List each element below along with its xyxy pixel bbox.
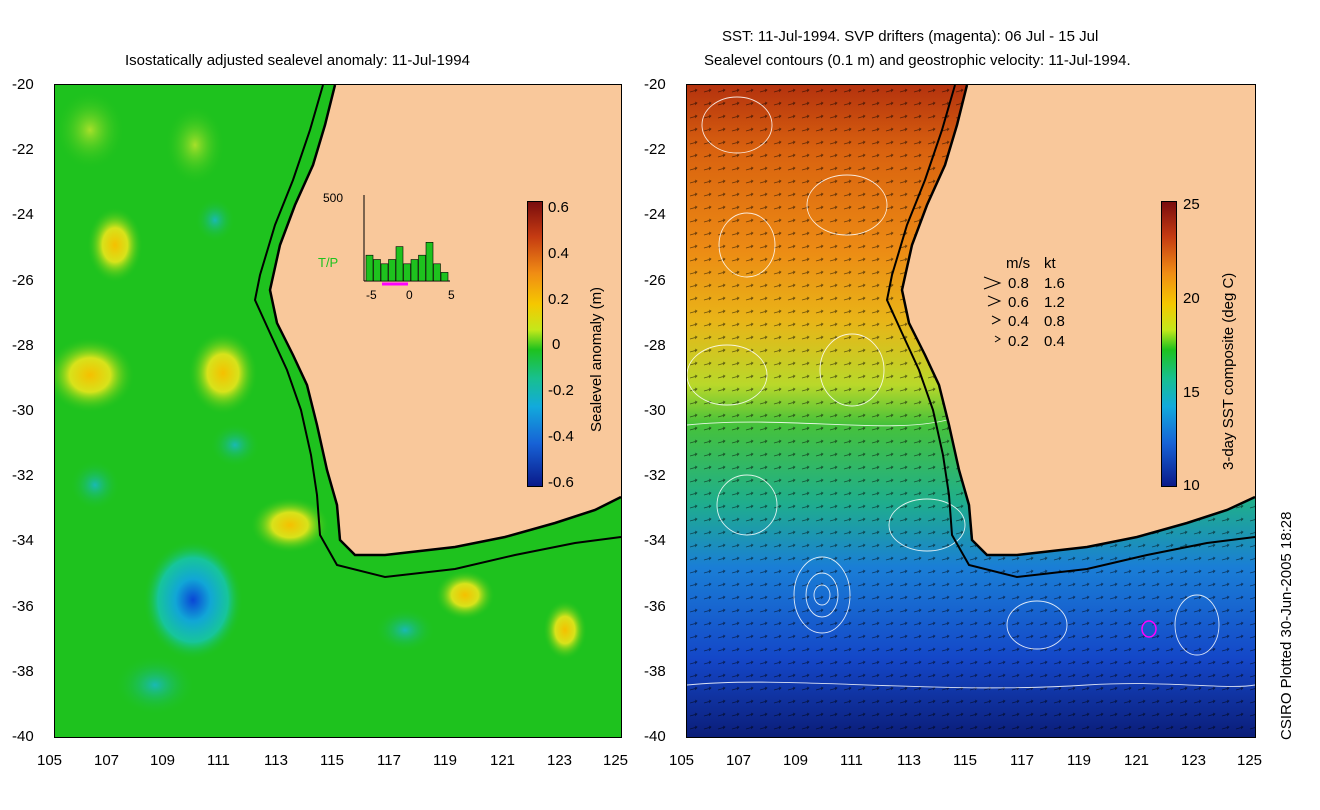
left-xtick: 119	[433, 752, 457, 769]
right-colorbar-tick: 25	[1183, 196, 1200, 213]
left-colorbar-tick: 0.4	[548, 245, 569, 262]
right-map-title-line1: SST: 11-Jul-1994. SVP drifters (magenta)…	[722, 28, 1099, 45]
right-xtick: 111	[840, 752, 863, 769]
left-colorbar-tick: 0.2	[548, 291, 569, 308]
inset-ymax-label: 500	[323, 191, 344, 205]
left-xtick: 117	[377, 752, 401, 769]
right-ytick: -34	[644, 532, 666, 549]
right-colorbar-label: 3-day SST composite (deg C)	[1220, 272, 1237, 470]
left-ytick: -30	[12, 402, 34, 419]
inset-xtick: 5	[448, 288, 455, 302]
right-colorbar-tick: 15	[1183, 384, 1200, 401]
left-ytick: -34	[12, 532, 34, 549]
sst-field	[687, 85, 1255, 737]
left-ytick: -38	[12, 663, 34, 680]
right-xtick: 117	[1010, 752, 1034, 769]
legend-ms: 0.4	[1008, 313, 1029, 330]
left-ytick: -36	[12, 598, 34, 615]
right-ytick: -30	[644, 402, 666, 419]
inset-histogram-bar	[403, 263, 411, 282]
right-ytick: -24	[644, 206, 666, 223]
left-ytick: -26	[12, 272, 34, 289]
inset-histogram-bar	[433, 263, 441, 282]
right-colorbar-tick: 10	[1183, 477, 1200, 494]
inset-histogram-bar	[373, 259, 381, 282]
left-colorbar-tick: 0	[552, 336, 561, 353]
inset-histogram	[363, 195, 450, 286]
left-colorbar-tick: -0.6	[548, 474, 574, 491]
right-colorbar	[1161, 201, 1177, 487]
inset-histogram-bar	[395, 246, 404, 282]
inset-histogram-bar	[380, 263, 389, 282]
right-ytick: -40	[644, 728, 666, 745]
left-ytick: -40	[12, 728, 34, 745]
legend-ms: 0.2	[1008, 333, 1029, 350]
right-xtick: 113	[897, 752, 921, 769]
left-xtick: 121	[490, 752, 516, 769]
right-xtick: 109	[783, 752, 809, 769]
legend-ms: 0.6	[1008, 294, 1029, 311]
legend-arrows	[983, 276, 1002, 343]
svp-drifter-track	[1141, 620, 1157, 638]
left-xtick: 107	[94, 752, 120, 769]
left-ytick: -22	[12, 141, 34, 158]
left-ytick: -24	[12, 206, 34, 223]
left-xtick: 105	[37, 752, 63, 769]
inset-histogram-bar	[388, 259, 396, 282]
legend-kt: 1.2	[1044, 294, 1065, 311]
right-ytick: -28	[644, 337, 666, 354]
right-xtick: 125	[1237, 752, 1263, 769]
left-xtick: 123	[547, 752, 573, 769]
left-ytick: -32	[12, 467, 34, 484]
right-xtick: 121	[1124, 752, 1150, 769]
right-ytick: -38	[644, 663, 666, 680]
inset-xtick: -5	[366, 288, 377, 302]
legend-kt: 0.8	[1044, 313, 1065, 330]
inset-tp-label: T/P	[318, 255, 339, 270]
legend-kt: 0.4	[1044, 333, 1065, 350]
right-ytick: -22	[644, 141, 666, 158]
right-xtick: 115	[953, 752, 977, 769]
left-ytick: -20	[12, 76, 34, 93]
right-map-title-line2: Sealevel contours (0.1 m) and geostrophi…	[704, 52, 1131, 69]
inset-histogram-bar	[365, 254, 374, 282]
inset-histogram-bar	[410, 259, 419, 282]
left-xtick: 109	[150, 752, 176, 769]
right-xtick: 119	[1067, 752, 1091, 769]
right-ytick: -26	[644, 272, 666, 289]
sealevel-contours	[687, 96, 1255, 689]
left-map-title: Isostatically adjusted sealevel anomaly:…	[125, 52, 470, 69]
left-colorbar-label: Sealevel anomaly (m)	[588, 286, 605, 432]
inset-histogram-bar	[440, 272, 449, 282]
inset-histogram-bar	[425, 241, 434, 282]
left-colorbar-tick: -0.4	[548, 428, 574, 445]
left-xtick: 111	[207, 752, 230, 769]
sealevel-anomaly-field	[55, 85, 621, 737]
inset-xtick: 0	[406, 288, 413, 302]
left-colorbar	[527, 201, 543, 487]
right-ytick: -20	[644, 76, 666, 93]
legend-head-ms: m/s	[1006, 255, 1031, 272]
right-ytick: -36	[644, 598, 666, 615]
right-xtick: 107	[726, 752, 752, 769]
left-ytick: -28	[12, 337, 34, 354]
left-colorbar-tick: -0.2	[548, 382, 574, 399]
legend-ms: 0.8	[1008, 275, 1029, 292]
right-colorbar-tick: 20	[1183, 290, 1200, 307]
left-xtick: 113	[264, 752, 288, 769]
plot-credit: CSIRO Plotted 30-Jun-2005 18:28	[1278, 511, 1295, 740]
right-ytick: -32	[644, 467, 666, 484]
right-map	[686, 84, 1256, 738]
left-colorbar-tick: 0.6	[548, 199, 569, 216]
inset-histogram-bar	[418, 254, 426, 282]
right-xtick: 123	[1181, 752, 1207, 769]
left-xtick: 125	[603, 752, 629, 769]
right-xtick: 105	[669, 752, 695, 769]
left-map	[54, 84, 622, 738]
legend-head-kt: kt	[1044, 255, 1056, 272]
legend-kt: 1.6	[1044, 275, 1065, 292]
left-xtick: 115	[320, 752, 344, 769]
